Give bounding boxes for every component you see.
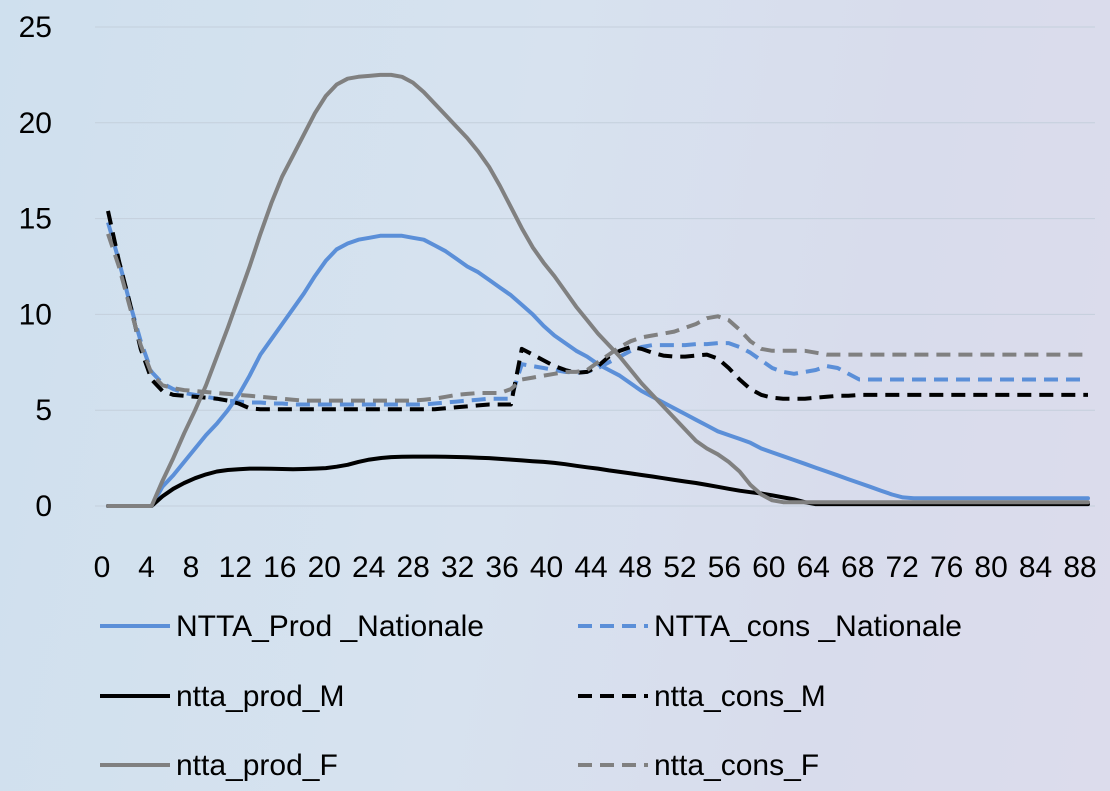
legend-label: ntta_prod_F xyxy=(176,749,338,782)
x-tick-label: 20 xyxy=(308,551,341,584)
x-tick-label: 84 xyxy=(1019,551,1052,584)
x-tick-label: 8 xyxy=(183,551,200,584)
legend-item: NTTA_cons _Nationale xyxy=(578,610,962,643)
legend-label: NTTA_Prod _Nationale xyxy=(176,610,484,643)
legend-item: ntta_cons_F xyxy=(578,749,819,782)
x-tick-label: 32 xyxy=(441,551,474,584)
x-axis: 0 4 8 12 16 20 24 28 32 36 40 44 48 52 56 60 64 68 72 76 80 8… xyxy=(94,551,1097,584)
x-tick-label: 72 xyxy=(885,551,918,584)
legend-label: NTTA_cons _Nationale xyxy=(654,610,962,643)
x-tick-label: 68 xyxy=(841,551,874,584)
x-tick-label: 36 xyxy=(485,551,518,584)
x-tick-label: 56 xyxy=(708,551,741,584)
x-tick-label: 4 xyxy=(138,551,155,584)
x-tick-label: 88 xyxy=(1063,551,1096,584)
y-tick-label: 20 xyxy=(19,107,52,140)
y-tick-label: 5 xyxy=(35,394,52,427)
legend-item: NTTA_Prod _Nationale xyxy=(100,610,484,643)
x-tick-label: 80 xyxy=(974,551,1007,584)
legend-item: ntta_prod_F xyxy=(100,749,338,782)
x-tick-label: 44 xyxy=(574,551,607,584)
x-tick-label: 48 xyxy=(619,551,652,584)
y-axis: 0 5 10 15 20 25 xyxy=(19,11,52,523)
x-tick-label: 12 xyxy=(219,551,252,584)
plot-series xyxy=(106,72,1090,508)
y-tick-label: 10 xyxy=(19,298,52,331)
y-tick-label: 15 xyxy=(19,203,52,236)
x-tick-label: 24 xyxy=(352,551,385,584)
x-tick-label: 76 xyxy=(930,551,963,584)
series-line-ntta-prod-f xyxy=(106,72,1090,508)
x-tick-label: 40 xyxy=(530,551,563,584)
legend-item: ntta_cons_M xyxy=(578,680,826,713)
legend: NTTA_Prod _Nationale NTTA_cons _Nationale… xyxy=(100,610,962,782)
series-line-ntta-prod-nationale xyxy=(106,233,1090,508)
x-tick-label: 28 xyxy=(396,551,429,584)
x-tick-label: 52 xyxy=(663,551,696,584)
x-tick-label: 16 xyxy=(263,551,296,584)
x-tick-label: 0 xyxy=(94,551,111,584)
y-tick-label: 25 xyxy=(19,11,52,44)
legend-label: ntta_cons_M xyxy=(654,680,826,713)
series-line-ntta-cons-f xyxy=(106,233,1088,403)
legend-label: ntta_cons_F xyxy=(654,749,819,782)
y-tick-label: 0 xyxy=(35,490,52,523)
legend-label: ntta_prod_M xyxy=(176,680,344,713)
series-line-ntta-cons-nationale xyxy=(106,221,1088,407)
x-tick-label: 60 xyxy=(752,551,785,584)
gridlines xyxy=(95,26,1095,507)
legend-item: ntta_prod_M xyxy=(100,680,344,713)
x-tick-label: 64 xyxy=(797,551,830,584)
